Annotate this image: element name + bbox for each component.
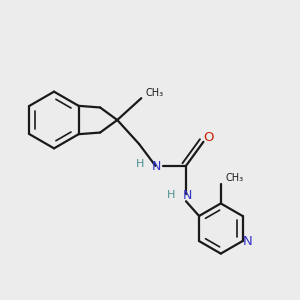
Text: N: N — [152, 160, 161, 173]
Text: N: N — [243, 235, 253, 248]
Text: O: O — [204, 131, 214, 144]
Text: CH₃: CH₃ — [146, 88, 164, 98]
Text: H: H — [167, 190, 175, 200]
Text: H: H — [136, 159, 145, 169]
Text: CH₃: CH₃ — [225, 173, 243, 183]
Text: N: N — [182, 189, 192, 202]
